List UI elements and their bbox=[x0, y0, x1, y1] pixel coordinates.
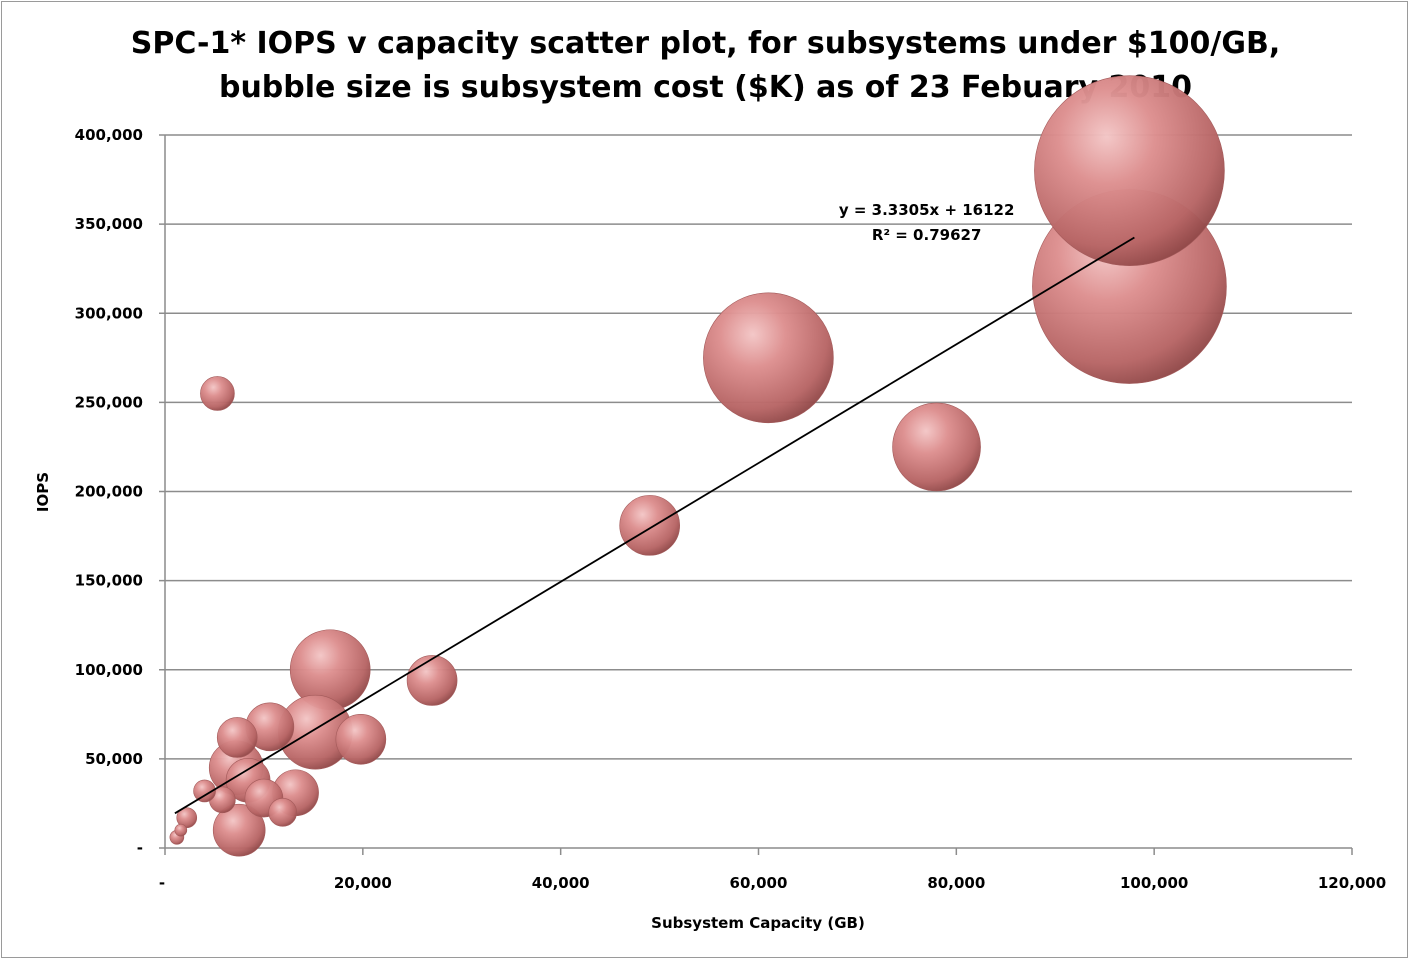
y-tick-label-0: - bbox=[137, 839, 143, 857]
bubble-6 bbox=[619, 495, 680, 556]
x-tick-label-3: 60,000 bbox=[730, 874, 788, 892]
x-tick-label-0: - bbox=[159, 874, 165, 892]
trendline bbox=[174, 236, 1135, 815]
x-tick-label-4: 80,000 bbox=[927, 874, 985, 892]
bubbles bbox=[169, 75, 1227, 857]
axes bbox=[159, 134, 1353, 855]
bubble-2 bbox=[703, 292, 834, 424]
bubble-14 bbox=[216, 717, 258, 758]
x-tick-label-5: 100,000 bbox=[1120, 874, 1188, 892]
bubble-17 bbox=[268, 798, 298, 827]
bubble-3 bbox=[892, 402, 981, 492]
bubble-10 bbox=[335, 713, 387, 765]
y-tick-label-3: 150,000 bbox=[75, 572, 143, 590]
y-axis-label: IOPS bbox=[34, 472, 52, 512]
y-tick-label-8: 400,000 bbox=[75, 126, 143, 144]
chart-title-line-2: bubble size is subsystem cost ($K) as of… bbox=[218, 70, 1193, 105]
x-tick-label-1: 20,000 bbox=[334, 874, 392, 892]
tick-labels: - 50,000 100,000 150,000 200,000 250,000 300,0… bbox=[75, 126, 1386, 892]
y-tick-label-1: 50,000 bbox=[85, 750, 143, 768]
bubble-22 bbox=[174, 823, 188, 837]
y-tick-label-6: 300,000 bbox=[75, 304, 143, 322]
x-tick-label-6: 120,000 bbox=[1318, 874, 1386, 892]
trendline-r-squared: R² = 0.79627 bbox=[872, 226, 981, 244]
y-tick-label-5: 250,000 bbox=[75, 393, 143, 411]
chart-title-line-1: SPC-1* IOPS v capacity scatter plot, for… bbox=[130, 26, 1281, 61]
bubble-20 bbox=[176, 807, 198, 828]
trendline-group: y = 3.3305x + 16122 R² = 0.79627 bbox=[174, 201, 1135, 815]
bubble-19 bbox=[193, 779, 216, 803]
y-tick-label-2: 100,000 bbox=[75, 661, 143, 679]
bubble-8 bbox=[212, 803, 266, 857]
y-tick-label-7: 350,000 bbox=[75, 215, 143, 233]
y-tick-label-4: 200,000 bbox=[75, 483, 143, 501]
bubble-9 bbox=[406, 655, 458, 706]
trendline-equation: y = 3.3305x + 16122 bbox=[839, 201, 1015, 219]
x-axis-label: Subsystem Capacity (GB) bbox=[651, 914, 865, 932]
bubble-16 bbox=[200, 376, 235, 411]
bubble-1 bbox=[1034, 75, 1225, 266]
x-tick-label-2: 40,000 bbox=[532, 874, 590, 892]
